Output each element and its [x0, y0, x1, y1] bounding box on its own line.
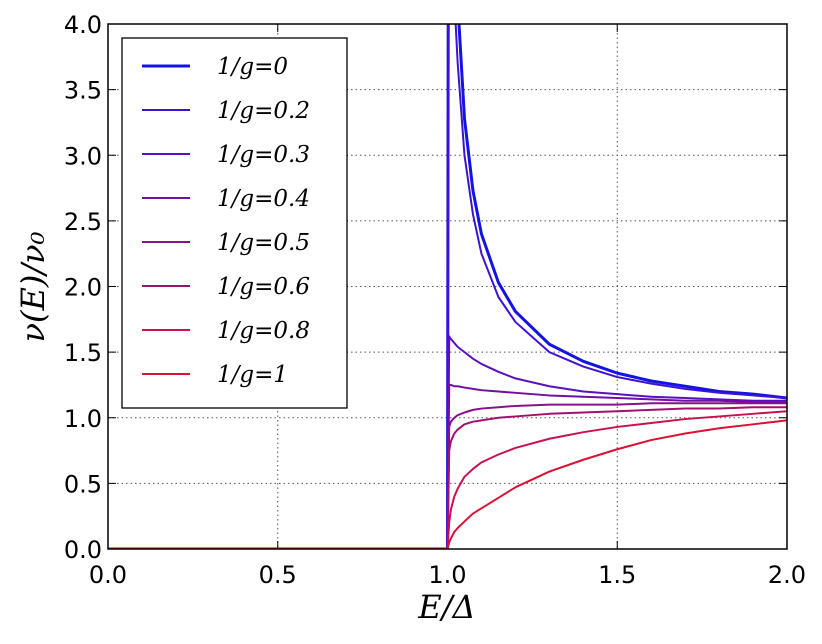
y-tick-label: 4.0	[64, 11, 102, 39]
legend-label: 1/g=0	[217, 54, 288, 80]
x-tick-label: 1.0	[428, 561, 466, 589]
legend-label: 1/g=0.5	[217, 230, 310, 256]
x-tick-label: 2.0	[768, 561, 806, 589]
series-line	[108, 383, 787, 549]
y-tick-label: 1.5	[64, 339, 102, 367]
y-tick-label: 1.0	[64, 405, 102, 433]
series-line	[108, 419, 787, 549]
x-tick-label: 0.0	[89, 561, 127, 589]
y-axis-label: ν(E)/ν₀	[14, 231, 52, 342]
legend-label: 1/g=0.2	[217, 98, 310, 124]
legend-label: 1/g=0.8	[217, 318, 310, 344]
y-tick-label: 3.0	[64, 142, 102, 170]
legend-label: 1/g=1	[217, 362, 288, 388]
legend-box	[121, 37, 348, 409]
x-tick-label: 1.5	[598, 561, 636, 589]
series-line	[108, 24, 787, 549]
series-line	[108, 335, 787, 549]
x-axis-label: E/Δ	[417, 588, 475, 626]
y-tick-label: 2.5	[64, 208, 102, 236]
legend-label: 1/g=0.3	[217, 142, 310, 168]
y-tick-label: 0.0	[64, 536, 102, 564]
plot-frame	[107, 23, 788, 550]
x-tick-label: 0.5	[259, 561, 297, 589]
series-line	[108, 402, 787, 549]
y-tick-label: 2.0	[64, 274, 102, 302]
y-tick-label: 0.5	[64, 470, 102, 498]
plot-lines	[108, 24, 787, 549]
y-tick-label: 3.5	[64, 77, 102, 105]
legend-label: 1/g=0.4	[217, 186, 310, 212]
legend-label: 1/g=0.6	[217, 274, 310, 300]
series-line	[108, 410, 787, 549]
series-line	[108, 406, 787, 549]
series-line	[108, 24, 787, 549]
